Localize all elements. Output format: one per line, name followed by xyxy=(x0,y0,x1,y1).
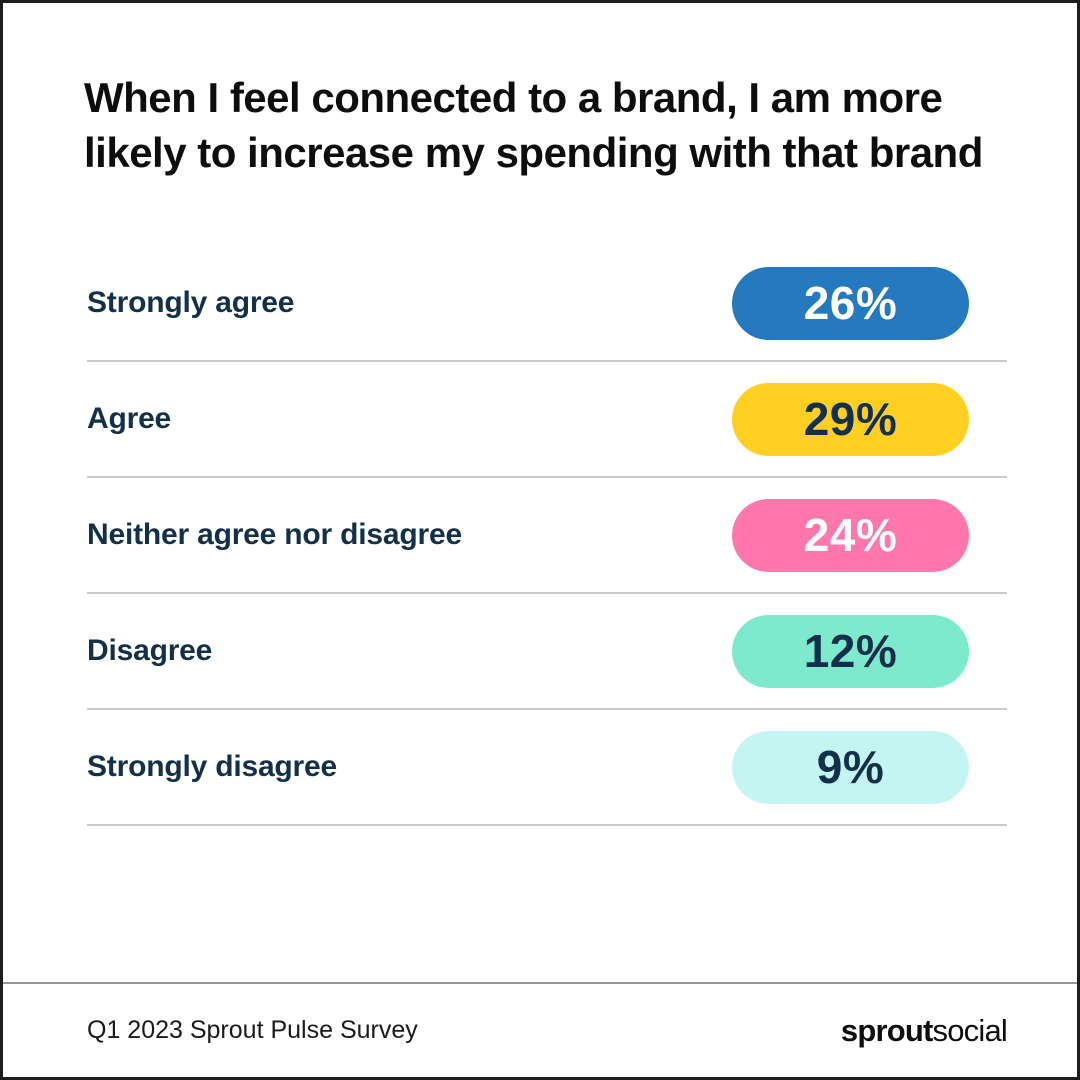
table-row: Strongly agree 26% xyxy=(87,246,1007,362)
table-row: Agree 29% xyxy=(87,362,1007,478)
row-label-agree: Agree xyxy=(87,402,172,435)
logo-text-sprout: sprout xyxy=(840,1012,933,1048)
logo-text-social: social xyxy=(932,1012,1008,1048)
footer: Q1 2023 Sprout Pulse Survey sproutsocial xyxy=(3,982,1077,1077)
value-pill-agree: 29% xyxy=(732,382,969,456)
row-label-strongly-disagree: Strongly disagree xyxy=(87,750,338,783)
value-pill-neither: 24% xyxy=(732,498,969,572)
table-row: Neither agree nor disagree 24% xyxy=(87,478,1007,594)
sprout-social-logo: sproutsocial xyxy=(840,1012,1008,1049)
table-row: Strongly disagree 9% xyxy=(87,710,1007,826)
table-row: Disagree 12% xyxy=(87,594,1007,710)
value-pill-disagree: 12% xyxy=(732,614,969,688)
chart-title: When I feel connected to a brand, I am m… xyxy=(84,74,983,176)
value-pill-strongly-disagree: 9% xyxy=(732,730,969,804)
survey-results-list: Strongly agree 26% Agree 29% Neither agr… xyxy=(87,246,1007,826)
row-label-strongly-agree: Strongly agree xyxy=(87,286,295,319)
source-attribution: Q1 2023 Sprout Pulse Survey xyxy=(87,1016,418,1044)
row-label-disagree: Disagree xyxy=(87,634,213,667)
value-pill-strongly-agree: 26% xyxy=(732,266,969,340)
row-label-neither: Neither agree nor disagree xyxy=(87,518,462,551)
